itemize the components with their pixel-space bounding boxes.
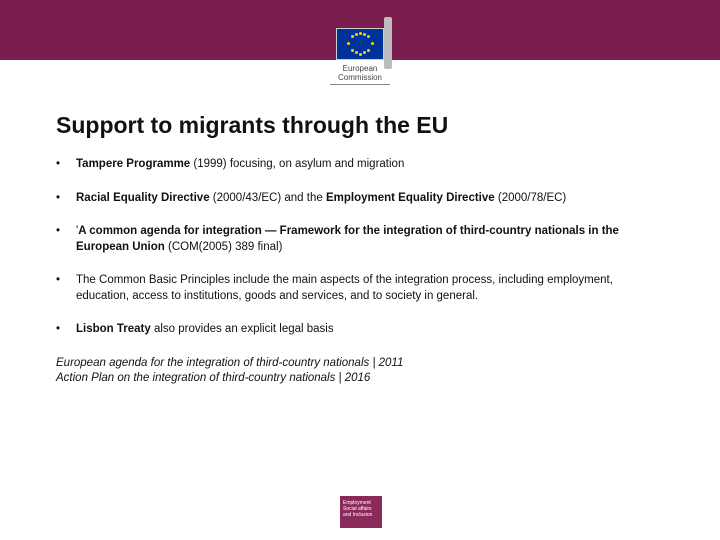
bullet-item: Lisbon Treaty also provides an explicit … (56, 322, 664, 338)
footer-badge: Employment Social affairs and Inclusion (340, 496, 382, 528)
bullet-item: Tampere Programme (1999) focusing, on as… (56, 157, 664, 173)
bullet-item: 'A common agenda for integration — Frame… (56, 224, 664, 255)
bullet-item: Racial Equality Directive (2000/43/EC) a… (56, 191, 664, 207)
logo-underline (330, 84, 390, 85)
logo-text-line2: Commission (325, 73, 395, 82)
bullet-item: The Common Basic Principles include the … (56, 273, 664, 304)
slide-content: Support to migrants through the EU Tampe… (0, 60, 720, 387)
eu-flag-icon (336, 28, 384, 60)
footer-note-line: Action Plan on the integration of third-… (56, 371, 664, 387)
slide-title: Support to migrants through the EU (56, 112, 664, 139)
bullet-list: Tampere Programme (1999) focusing, on as… (56, 157, 664, 338)
footer-note-line: European agenda for the integration of t… (56, 356, 664, 372)
footer-notes: European agenda for the integration of t… (56, 356, 664, 387)
footer-badge-line: and Inclusion (343, 512, 379, 518)
ec-logo: European Commission (325, 28, 395, 85)
